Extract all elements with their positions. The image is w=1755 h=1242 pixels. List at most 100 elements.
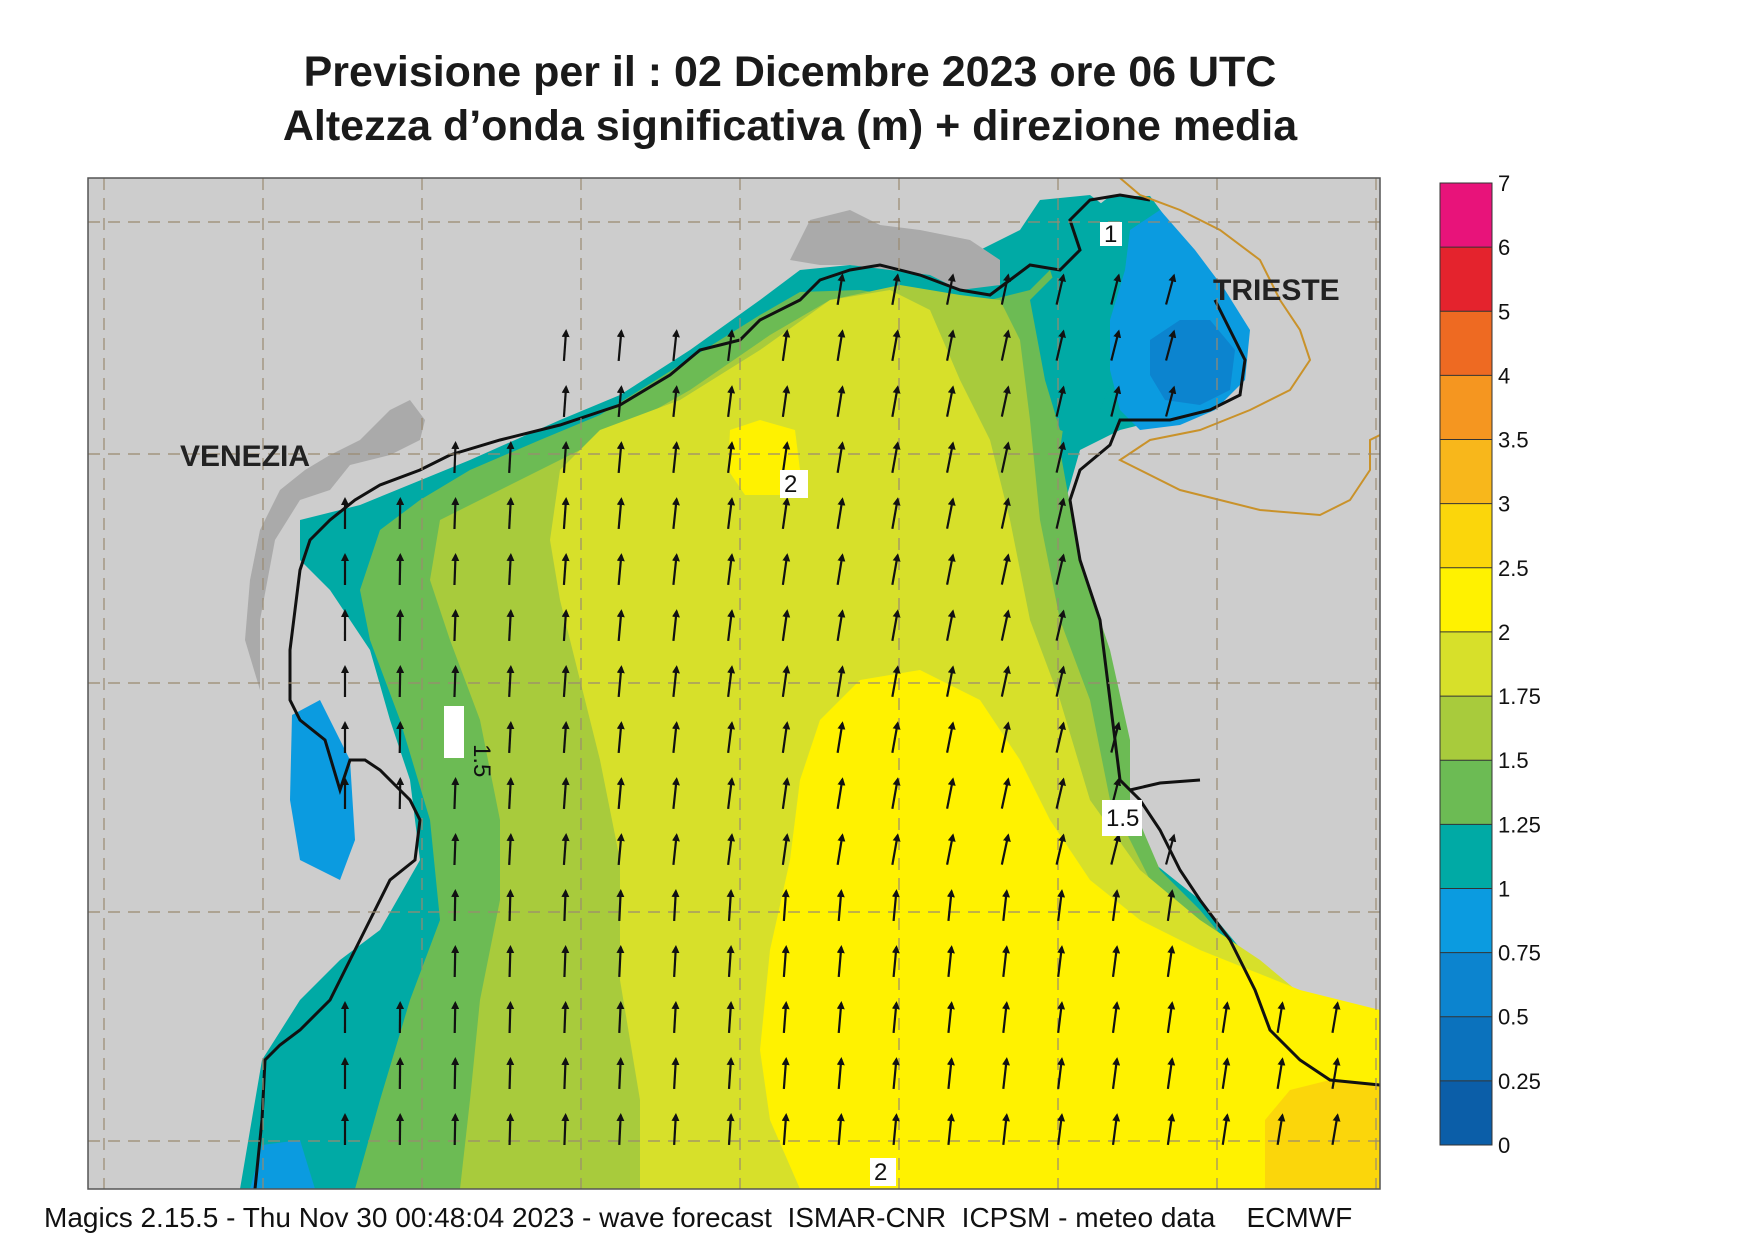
contour-label-1-trieste: 1 — [1100, 221, 1122, 248]
colorbar-swatch — [1440, 311, 1492, 376]
wave-arrow — [836, 777, 846, 809]
wave-arrow — [671, 1001, 680, 1034]
contour-label-1-5-west: 1.5 — [444, 706, 495, 777]
wave-arrow — [671, 553, 680, 586]
colorbar-tick-label: 2 — [1498, 620, 1510, 645]
wave-arrow — [616, 497, 625, 530]
wave-arrow — [1057, 1057, 1066, 1090]
wave-arrow — [891, 889, 900, 922]
wave-arrow — [891, 553, 901, 585]
wave-arrow — [1000, 441, 1011, 473]
colorbar-tick-label: 7 — [1498, 171, 1510, 196]
wave-arrow — [616, 385, 625, 418]
wave-arrow — [836, 273, 846, 305]
wave-arrow — [1165, 329, 1177, 361]
wave-arrow — [891, 721, 901, 753]
wave-arrow — [1276, 1001, 1286, 1033]
wave-arrow — [1055, 329, 1066, 361]
wave-arrow — [561, 1113, 570, 1146]
colorbar-tick-label: 6 — [1498, 235, 1510, 260]
wave-arrow — [671, 721, 680, 754]
wave-arrow — [451, 665, 460, 698]
wave-arrow — [451, 553, 460, 586]
colorbar-tick-label: 0.25 — [1498, 1069, 1541, 1094]
colorbar-tick-label: 4 — [1498, 363, 1510, 388]
wave-arrow — [561, 889, 570, 922]
wave-arrow — [1331, 1113, 1341, 1145]
wave-arrow — [891, 497, 901, 529]
wave-arrow — [561, 1057, 570, 1090]
colorbar-tick-label: 5 — [1498, 299, 1510, 324]
wave-arrow — [506, 553, 515, 586]
wave-arrow — [396, 609, 405, 642]
wave-arrow — [946, 385, 956, 417]
wave-arrow — [506, 1113, 515, 1146]
colorbar-swatch — [1440, 1080, 1492, 1146]
wave-arrow — [561, 441, 570, 474]
wave-arrow — [1000, 553, 1011, 585]
colorbar-tick-label: 2.5 — [1498, 556, 1529, 581]
wave-arrow — [1110, 329, 1122, 361]
colorbar-swatch — [1440, 247, 1492, 312]
wave-arrow — [781, 385, 791, 418]
wave-arrow — [1002, 1001, 1010, 1034]
wave-arrow — [1111, 945, 1121, 978]
wave-arrow — [451, 1057, 460, 1090]
colorbar-swatch — [1440, 824, 1492, 889]
chart-title: Previsione per il : 02 Dicembre 2023 ore… — [303, 48, 1277, 96]
wave-arrow — [506, 1057, 515, 1090]
wave-arrow — [946, 945, 955, 978]
wave-arrow — [946, 777, 956, 809]
wave-arrow — [1057, 945, 1066, 978]
colorbar: 7 6 5 4 3.5 3 2.5 2 1.75 1.5 1.25 1 0.75 0.5 0.25 0 — [1439, 171, 1541, 1158]
wave-arrow — [891, 945, 900, 978]
wave-arrow — [946, 1001, 955, 1034]
wave-arrow — [781, 721, 791, 754]
wave-arrow — [727, 833, 736, 866]
wave-arrow — [671, 1113, 680, 1146]
wave-arrow — [671, 609, 680, 642]
wave-arrow — [891, 609, 901, 641]
wave-arrow — [616, 553, 625, 586]
wave-arrow — [671, 497, 680, 530]
contour-label-2-north: 2 — [780, 470, 808, 498]
wave-arrow — [726, 1001, 735, 1034]
wave-arrow — [506, 721, 515, 754]
wave-arrow — [616, 329, 625, 362]
colorbar-tick-label: 3 — [1498, 492, 1510, 517]
wave-arrow — [451, 1001, 460, 1034]
wave-arrow — [506, 833, 515, 866]
wave-arrow — [781, 329, 791, 362]
colorbar-tick-label: 0.75 — [1498, 941, 1541, 966]
wave-arrow — [891, 329, 901, 361]
wave-arrow — [671, 1057, 680, 1090]
state-border — [1118, 178, 1380, 517]
wave-arrow — [781, 1113, 790, 1146]
wave-arrow — [561, 777, 570, 810]
wave-arrow — [727, 721, 736, 754]
wave-arrow — [726, 1113, 735, 1146]
wave-arrow — [1000, 329, 1011, 361]
wave-arrow — [1002, 945, 1010, 978]
wave-arrow — [451, 833, 460, 866]
wave-arrow — [1221, 1057, 1231, 1089]
wave-arrow — [1000, 721, 1011, 753]
wave-arrow — [891, 441, 901, 473]
colorbar-tick-label: 1 — [1498, 876, 1510, 901]
wave-arrow — [946, 665, 956, 697]
colorbar-swatch — [1440, 631, 1492, 697]
wave-arrow — [1276, 1113, 1286, 1145]
wave-arrow — [836, 553, 846, 585]
wave-arrow — [1111, 1001, 1121, 1034]
wave-arrow — [891, 833, 901, 865]
wave-arrow — [727, 665, 736, 698]
wave-arrow — [561, 1001, 570, 1034]
wave-arrow — [616, 1001, 625, 1034]
wave-arrow — [1000, 665, 1011, 697]
wave-arrow — [1057, 1001, 1066, 1034]
wave-arrow — [727, 385, 736, 418]
wave-arrow — [616, 609, 625, 642]
urban-area-venezia — [245, 400, 425, 690]
wave-arrow — [1055, 721, 1066, 753]
